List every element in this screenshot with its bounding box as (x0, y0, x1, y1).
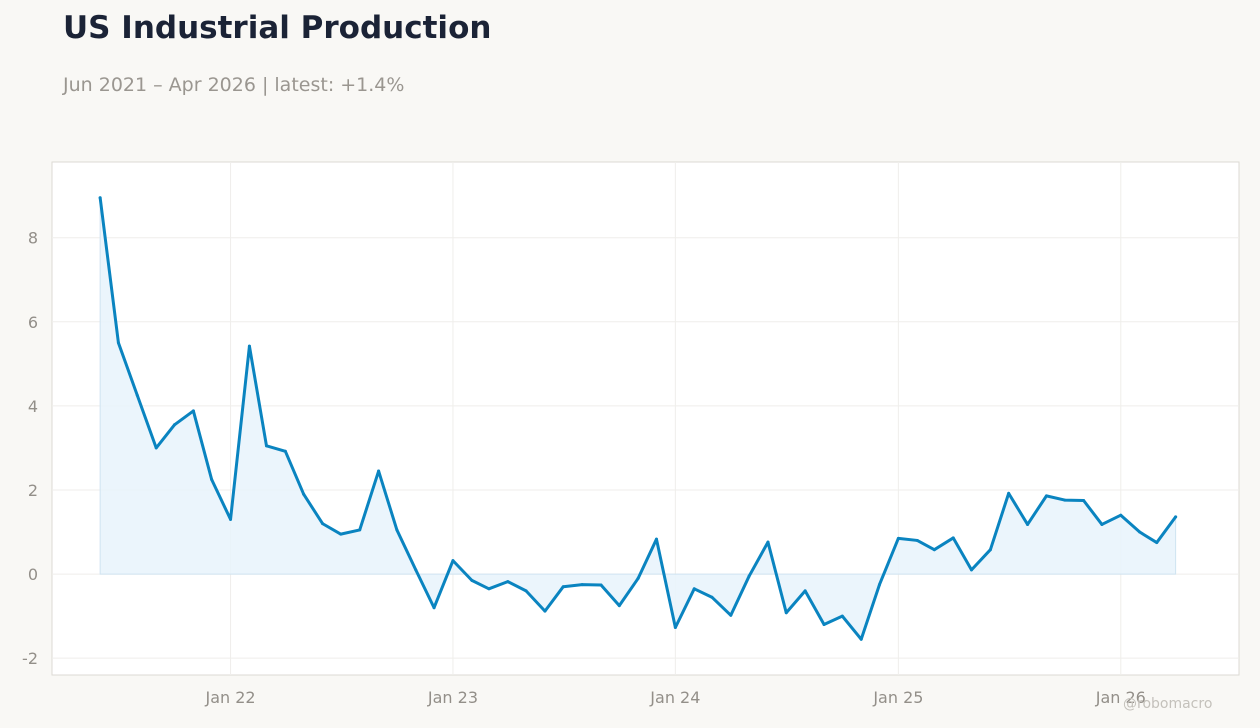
data-point (784, 611, 788, 615)
data-point (264, 444, 268, 448)
data-point (247, 344, 251, 348)
data-point (877, 583, 881, 587)
data-point (470, 578, 474, 582)
data-point (321, 522, 325, 526)
x-tick-label: Jan 24 (649, 688, 700, 707)
data-point (451, 559, 455, 563)
data-point (229, 517, 233, 521)
data-point (302, 492, 306, 496)
y-tick-label: 0 (28, 565, 38, 584)
y-tick-label: 8 (28, 229, 38, 248)
data-point (915, 538, 919, 542)
y-tick-label: -2 (22, 649, 38, 668)
data-point (932, 548, 936, 552)
data-point (154, 446, 158, 450)
data-point (1082, 499, 1086, 502)
data-point (1026, 522, 1030, 526)
chart-subtitle: Jun 2021 – Apr 2026 | latest: +1.4% (63, 74, 405, 96)
data-point (692, 587, 696, 591)
data-point (172, 423, 176, 427)
data-point (487, 587, 491, 591)
chart-title: US Industrial Production (63, 10, 492, 46)
data-point (747, 574, 751, 578)
data-point (729, 613, 733, 617)
data-point (580, 583, 584, 587)
data-point (1119, 513, 1123, 517)
data-point (803, 589, 807, 593)
x-tick-label: Jan 26 (1095, 688, 1146, 707)
data-point (506, 580, 510, 584)
data-point (1174, 515, 1178, 519)
data-point (1007, 491, 1011, 495)
y-axis-ticks: -2 0 2 4 6 8 (22, 229, 38, 668)
data-point (98, 196, 102, 200)
y-tick-label: 4 (28, 397, 38, 416)
data-point (414, 568, 418, 572)
data-point (432, 606, 436, 610)
x-axis-ticks: Jan 22 Jan 23 Jan 24 Jan 25 Jan 26 (204, 688, 1145, 707)
x-tick-label: Jan 23 (427, 688, 478, 707)
data-point (395, 528, 399, 532)
data-point (673, 625, 677, 629)
data-point (358, 528, 362, 532)
x-tick-label: Jan 25 (872, 688, 923, 707)
data-point (710, 595, 714, 599)
data-point (766, 540, 770, 544)
data-point (617, 604, 621, 608)
x-tick-label: Jan 22 (204, 688, 255, 707)
y-tick-label: 2 (28, 481, 38, 500)
watermark: @robomacro (1123, 696, 1213, 712)
data-point (1100, 522, 1104, 526)
data-point (896, 536, 900, 540)
data-point (822, 623, 826, 627)
data-point (970, 568, 973, 572)
data-point (135, 393, 139, 397)
data-point (1155, 541, 1159, 545)
data-point (543, 609, 547, 613)
data-point (116, 341, 120, 345)
data-point (561, 585, 565, 589)
y-tick-label: 6 (28, 313, 38, 332)
data-point (859, 637, 863, 641)
data-point (1138, 530, 1142, 534)
data-point (377, 469, 381, 473)
data-point (951, 536, 955, 540)
data-points-layer (98, 196, 1178, 641)
data-point (599, 583, 603, 587)
data-point (191, 409, 195, 413)
data-point (1063, 498, 1067, 502)
data-point (283, 449, 287, 453)
data-point (636, 576, 640, 580)
data-point (840, 614, 844, 618)
data-point (1044, 494, 1048, 498)
data-point (524, 589, 528, 593)
data-point (339, 532, 343, 536)
data-point (210, 477, 214, 481)
data-point (988, 548, 992, 552)
data-point (654, 537, 658, 541)
